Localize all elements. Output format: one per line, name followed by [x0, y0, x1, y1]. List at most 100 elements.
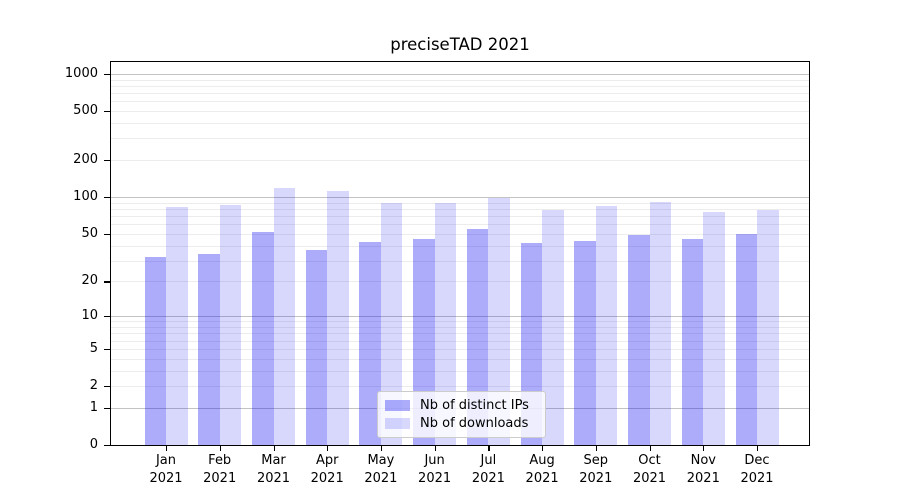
legend: Nb of distinct IPs Nb of downloads	[377, 391, 546, 438]
gridline-major	[111, 73, 809, 75]
x-tick-label-mar: Mar 2021	[256, 453, 291, 486]
x-tick-feb	[219, 446, 221, 451]
gridline-minor	[111, 260, 809, 262]
x-tick-label-jul: Jul 2021	[471, 453, 505, 486]
bar-distinct-ips-nov	[681, 239, 704, 445]
gridline-minor	[111, 202, 809, 204]
x-tick-label-jan: Jan 2021	[149, 453, 183, 486]
bar-distinct-ips-sep	[574, 240, 596, 445]
gridline-minor	[111, 79, 809, 81]
legend-swatch-downloads	[385, 418, 410, 429]
y-tick-label-50: 50	[81, 225, 98, 241]
gridline-minor	[111, 101, 809, 103]
bar-distinct-ips-mar	[252, 231, 274, 445]
x-tick-label-jun: Jun 2021	[418, 453, 452, 486]
bar-downloads-sep	[595, 205, 618, 445]
y-tick-500	[104, 111, 110, 113]
y-tick-1	[104, 407, 110, 409]
x-tick-label-feb: Feb 2021	[203, 453, 237, 486]
y-tick-2	[104, 386, 110, 388]
x-tick-label-aug: Aug 2021	[525, 453, 559, 486]
gridline-minor	[111, 321, 809, 323]
axis-spine-left	[110, 61, 112, 446]
x-tick-mar	[273, 446, 275, 451]
y-tick-label-20: 20	[81, 273, 98, 289]
bar-distinct-ips-oct	[628, 234, 650, 445]
bar-downloads-jan	[166, 207, 188, 445]
x-tick-label-oct: Oct 2021	[632, 453, 667, 486]
bar-distinct-ips-jul	[466, 228, 489, 445]
gridline-minor	[111, 358, 809, 360]
y-tick-label-200: 200	[73, 152, 98, 168]
gridline-minor	[111, 233, 809, 235]
gridline-minor	[111, 85, 809, 87]
gridline-minor	[111, 93, 809, 94]
x-tick-label-may: May 2021	[364, 453, 398, 486]
gridline-minor	[111, 208, 809, 210]
y-tick-label-500: 500	[73, 103, 98, 118]
gridline-major	[111, 316, 809, 318]
bar-downloads-feb	[219, 205, 242, 445]
y-tick-label-0: 0	[89, 437, 98, 452]
bar-distinct-ips-apr	[305, 249, 328, 445]
x-tick-sep	[595, 446, 597, 451]
gridline-minor	[111, 327, 809, 328]
axis-spine-bottom	[110, 444, 810, 447]
bar-downloads-nov	[703, 212, 725, 445]
plot-area: Nb of distinct IPs Nb of downloads Jan 2…	[104, 61, 810, 486]
bar-downloads-dec	[757, 210, 779, 445]
bar-downloads-jul	[488, 198, 510, 445]
legend-item-downloads: Nb of downloads	[385, 416, 537, 431]
y-tick-label-2: 2	[89, 378, 98, 393]
x-tick-jun	[434, 446, 436, 451]
gridline-minor	[111, 123, 809, 124]
gridline-minor	[111, 111, 809, 112]
x-tick-apr	[327, 446, 329, 451]
legend-label-downloads: Nb of downloads	[420, 416, 529, 431]
bar-downloads-may	[380, 203, 403, 445]
x-tick-jan	[166, 446, 168, 451]
gridline-minor	[111, 160, 809, 162]
bar-downloads-oct	[649, 202, 671, 445]
x-tick-may	[380, 446, 383, 451]
gridline-minor	[111, 348, 809, 350]
legend-label-distinct-ips: Nb of distinct IPs	[420, 398, 529, 413]
legend-swatch-distinct-ips	[385, 400, 410, 411]
y-tick-0	[104, 445, 110, 447]
y-tick-200	[104, 160, 110, 162]
bar-distinct-ips-may	[359, 241, 381, 445]
bar-downloads-jun	[434, 203, 457, 445]
y-tick-50	[104, 233, 110, 235]
y-tick-1000	[104, 73, 110, 75]
x-tick-jul	[488, 446, 490, 451]
gridline-minor	[111, 224, 809, 226]
axis-spine-right	[808, 61, 810, 446]
y-tick-100	[104, 197, 110, 199]
bar-downloads-aug	[542, 210, 564, 445]
y-tick-10	[104, 316, 110, 318]
legend-item-distinct-ips: Nb of distinct IPs	[385, 398, 537, 413]
y-tick-label-5: 5	[89, 340, 98, 356]
bar-downloads-apr	[327, 190, 349, 445]
gridline-minor	[111, 245, 809, 247]
gridline-minor	[111, 386, 809, 387]
gridline-minor	[111, 340, 809, 342]
x-tick-label-apr: Apr 2021	[310, 453, 344, 486]
gridline-major	[111, 197, 809, 199]
x-tick-label-nov: Nov 2021	[686, 453, 720, 486]
y-tick-label-1000: 1000	[64, 65, 98, 81]
x-tick-dec	[757, 446, 759, 451]
x-tick-label-sep: Sep 2021	[579, 453, 613, 486]
y-tick-5	[104, 348, 110, 350]
bar-distinct-ips-feb	[198, 254, 220, 445]
bar-distinct-ips-dec	[735, 233, 757, 445]
y-tick-label-100: 100	[73, 189, 98, 205]
x-tick-aug	[542, 446, 544, 451]
chart-title: preciseTAD 2021	[390, 35, 530, 54]
gridline-minor	[111, 370, 809, 372]
axis-spine-top	[110, 61, 810, 63]
gridline-minor	[111, 138, 809, 140]
bar-distinct-ips-jan	[144, 257, 166, 445]
gridline-minor	[111, 333, 809, 335]
